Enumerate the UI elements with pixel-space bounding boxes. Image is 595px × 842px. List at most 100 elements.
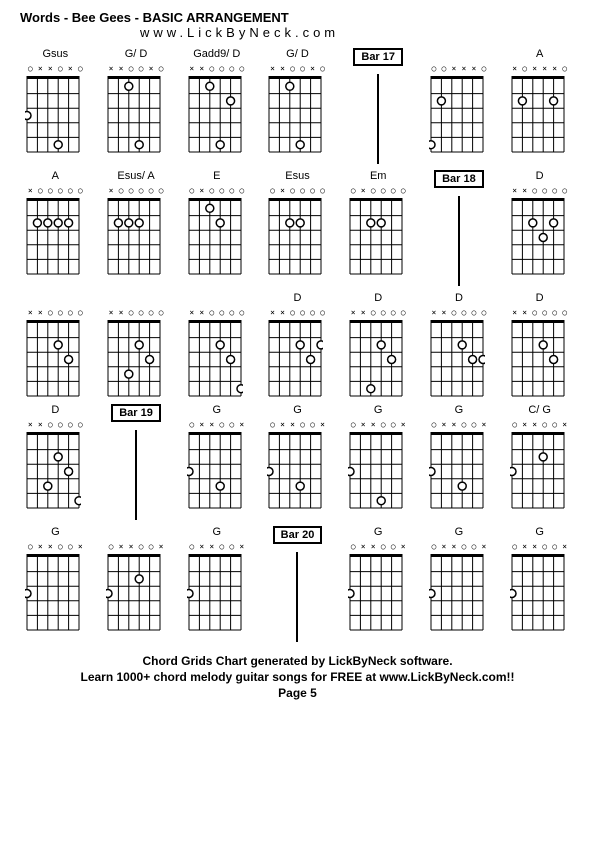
grid-cell: G ○××○○× xyxy=(181,526,252,642)
string-markers: ○××○○× xyxy=(429,542,489,552)
chord-diagram: ○××○○× xyxy=(510,542,570,632)
chord-diagram: ××○○○○ xyxy=(25,420,85,510)
chord-label: D xyxy=(536,292,544,306)
grid-cell: ○××○○× xyxy=(101,526,172,642)
grid-cell: A ×○○○○○ xyxy=(20,170,91,286)
chord-label: Em xyxy=(370,170,387,184)
fretboard xyxy=(510,430,566,510)
chord-label: G xyxy=(213,526,222,540)
chord-label: A xyxy=(52,170,59,184)
chord-label: Gsus xyxy=(43,48,69,62)
grid-cell: G○××○○× xyxy=(424,404,495,520)
chord-diagram: ○××○○× xyxy=(348,420,408,510)
string-markers: ○××○○× xyxy=(510,542,570,552)
chord-label: Esus/ A xyxy=(117,170,154,184)
bar-marker-line xyxy=(135,430,137,520)
string-markers: ××○○×○ xyxy=(106,64,166,74)
chord-label: G/ D xyxy=(125,48,148,62)
grid-cell: Em ○×○○○○ xyxy=(343,170,414,286)
grid-cell: ××○○○○ xyxy=(181,292,252,398)
fretboard xyxy=(187,552,243,632)
chord-diagram: ○××○○× xyxy=(348,542,408,632)
chord-label: D xyxy=(51,404,59,418)
chord-label: G xyxy=(374,404,383,418)
fretboard xyxy=(267,196,323,276)
fretboard xyxy=(510,196,566,276)
chord-diagram: ○×○○○○ xyxy=(267,186,327,276)
chord-diagram: ××○○○○ xyxy=(429,308,489,398)
chord-diagram: ○×○○○○ xyxy=(187,186,247,276)
string-markers: ××○○○○ xyxy=(106,308,166,318)
string-markers: ××○○○○ xyxy=(187,308,247,318)
string-markers: ○××○○× xyxy=(348,542,408,552)
chord-label: G xyxy=(293,404,302,418)
string-markers: ○××○○× xyxy=(106,542,166,552)
grid-cell: Bar 18 xyxy=(424,170,495,286)
fretboard xyxy=(267,318,323,398)
chord-diagram: ○××○○× xyxy=(106,542,166,632)
chord-label: Esus xyxy=(285,170,309,184)
fretboard xyxy=(429,552,485,632)
fretboard xyxy=(267,430,323,510)
string-markers: ○××○○× xyxy=(429,420,489,430)
string-markers: ○×○○○○ xyxy=(348,186,408,196)
chord-label: D xyxy=(374,292,382,306)
fretboard xyxy=(106,318,162,398)
chord-label: C/ G xyxy=(528,404,551,418)
string-markers: ××○○○○ xyxy=(348,308,408,318)
string-markers: ××○○○○ xyxy=(187,64,247,74)
grid-cell: D ××○○○○ xyxy=(343,292,414,398)
chord-label: G xyxy=(213,404,222,418)
chord-label: D xyxy=(536,170,544,184)
chord-label: D xyxy=(294,292,302,306)
grid-cell: G ○××○○× xyxy=(343,404,414,520)
fretboard xyxy=(429,74,485,154)
fretboard xyxy=(106,74,162,154)
fretboard xyxy=(25,74,81,154)
fretboard xyxy=(429,430,485,510)
fretboard xyxy=(25,552,81,632)
string-markers: ○××○○× xyxy=(187,542,247,552)
grid-cell: D ××○○○○ xyxy=(20,404,91,520)
string-markers: ○×○○○○ xyxy=(187,186,247,196)
fretboard xyxy=(510,552,566,632)
string-markers: ××○○○○ xyxy=(510,186,570,196)
grid-cell: G ○××○○× xyxy=(181,404,252,520)
grid-cell: Bar 19 xyxy=(101,404,172,520)
chord-diagram: ○××○○× xyxy=(187,420,247,510)
chord-diagram: ××○○○○ xyxy=(267,308,327,398)
chord-label: E xyxy=(213,170,220,184)
chord-grid: Gsus○××○×○G/ D××○○×○Gadd9/ D××○○○○G/ D××… xyxy=(20,48,575,642)
string-markers: ○××○○× xyxy=(25,542,85,552)
chord-diagram: ○○×××○ xyxy=(429,64,489,154)
bar-marker-label: Bar 18 xyxy=(434,170,484,188)
fretboard xyxy=(510,74,566,154)
chord-label: G xyxy=(455,526,464,540)
fretboard xyxy=(429,318,485,398)
string-markers: ××○○○○ xyxy=(25,308,85,318)
bar-marker-line xyxy=(377,74,379,164)
fretboard xyxy=(187,430,243,510)
fretboard xyxy=(348,196,404,276)
chord-diagram: ○××○○× xyxy=(267,420,327,510)
chord-diagram: ××○○○○ xyxy=(187,308,247,398)
string-markers: ○××○○× xyxy=(187,420,247,430)
grid-cell: G ○××○○× xyxy=(262,404,333,520)
fretboard xyxy=(106,196,162,276)
fretboard xyxy=(187,318,243,398)
chord-diagram: ×○○○○○ xyxy=(25,186,85,276)
grid-cell: D ××○○○○ xyxy=(262,292,333,398)
grid-cell: G○××○○× xyxy=(504,526,575,642)
fretboard xyxy=(25,318,81,398)
grid-cell: Esus/ A ×○○○○○ xyxy=(101,170,172,286)
footer-page: Page 5 xyxy=(20,686,575,700)
chord-diagram: ○××○○× xyxy=(429,542,489,632)
grid-cell: G ○××○○× xyxy=(424,526,495,642)
fretboard xyxy=(348,552,404,632)
fretboard xyxy=(25,430,81,510)
chord-label: Gadd9/ D xyxy=(193,48,240,62)
bar-marker-line xyxy=(458,196,460,286)
string-markers: ×○○○○○ xyxy=(106,186,166,196)
chord-diagram: ○×○○○○ xyxy=(348,186,408,276)
grid-cell: Bar 20 xyxy=(262,526,333,642)
